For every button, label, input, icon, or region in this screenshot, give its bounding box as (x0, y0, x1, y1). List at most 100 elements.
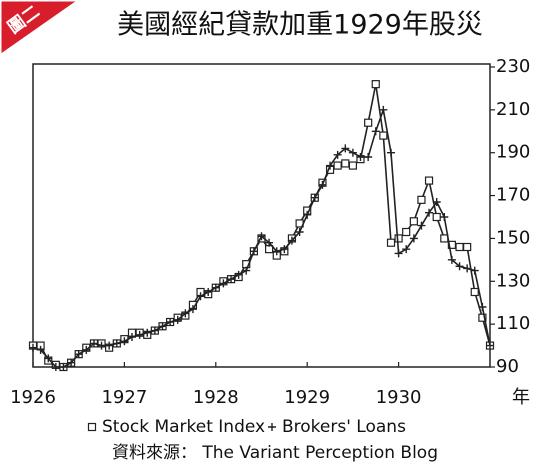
data-point (478, 303, 487, 311)
data-point (188, 305, 197, 314)
data-point (74, 350, 83, 359)
chart-title: 美國經紀貸款加重1929年股災 (117, 10, 483, 41)
data-point (242, 266, 251, 275)
data-point (326, 161, 335, 170)
x-tick-label: 1930 (376, 387, 422, 408)
data-point (478, 313, 487, 322)
data-point (470, 287, 479, 297)
source-note: 資料來源： The Variant Perception Blog (112, 443, 438, 463)
data-point (386, 238, 396, 247)
data-point (333, 150, 342, 159)
data-point (249, 247, 258, 256)
y-tick-label: 110 (496, 313, 530, 334)
data-point (409, 234, 418, 243)
data-point (356, 153, 365, 161)
data-point (272, 247, 281, 256)
y-tick-label: 150 (496, 227, 530, 248)
data-point (97, 341, 106, 350)
data-point (36, 345, 45, 354)
data-point (333, 161, 342, 170)
x-axis-label: 年 (512, 387, 530, 408)
data-point (364, 118, 373, 127)
x-tick-label: 1926 (10, 387, 56, 408)
data-point (59, 363, 68, 371)
legend-label: Stock Market Index (102, 417, 265, 437)
y-tick-label: 190 (496, 142, 530, 163)
data-point (432, 212, 441, 222)
data-point (341, 144, 350, 153)
data-point (303, 210, 312, 219)
data-point (394, 249, 403, 258)
data-point (150, 326, 159, 335)
y-tick-label: 130 (496, 270, 530, 291)
data-point (51, 363, 60, 371)
data-point (409, 217, 418, 226)
data-point (371, 127, 380, 136)
data-point (196, 292, 205, 301)
data-point (440, 213, 449, 221)
data-point (371, 80, 380, 89)
data-point (219, 279, 228, 288)
data-point (379, 131, 388, 140)
y-tick-label: 210 (496, 99, 530, 120)
data-point (234, 270, 243, 279)
data-point (402, 227, 411, 237)
data-point (424, 176, 434, 185)
data-point (318, 180, 327, 189)
data-point (204, 288, 213, 296)
legend-marker (268, 423, 276, 431)
legend-label: Brokers' Loans (282, 417, 406, 437)
data-point (447, 255, 456, 264)
data-point (29, 343, 37, 352)
data-point (402, 245, 411, 254)
data-point (310, 193, 319, 202)
data-point (257, 232, 266, 241)
data-point (265, 238, 274, 247)
data-point (82, 345, 91, 354)
data-point (280, 245, 289, 254)
data-point (394, 234, 403, 243)
data-point (348, 161, 357, 170)
data-point (120, 337, 129, 346)
legend-marker (87, 422, 97, 432)
data-point (348, 148, 357, 157)
y-tick-label: 170 (496, 185, 530, 206)
data-point (227, 275, 236, 284)
data-point (387, 148, 396, 157)
data-point (364, 153, 373, 161)
data-point (379, 105, 388, 114)
corner-badge (0, 0, 83, 58)
data-point (173, 315, 182, 324)
data-point (486, 341, 494, 350)
y-tick-label: 230 (496, 56, 530, 77)
data-point (295, 228, 304, 236)
data-point (425, 208, 434, 217)
data-point (135, 330, 144, 339)
data-point (455, 262, 464, 271)
data-point (44, 354, 53, 363)
data-point (89, 339, 98, 348)
data-point (143, 328, 152, 337)
data-point (166, 318, 175, 326)
plot-frame (32, 63, 491, 368)
data-point (287, 236, 296, 245)
data-point (432, 198, 441, 206)
y-tick-label: 90 (496, 356, 519, 377)
data-point (211, 283, 220, 292)
data-point (127, 333, 136, 341)
data-point (112, 339, 121, 348)
data-point (455, 242, 464, 252)
data-point (67, 358, 76, 367)
data-point (447, 240, 456, 249)
data-point (440, 234, 449, 243)
data-point (417, 221, 426, 230)
data-point (463, 242, 472, 252)
data-point (105, 341, 114, 350)
x-tick-label: 1928 (193, 387, 239, 408)
data-point (181, 309, 190, 318)
data-point (158, 322, 167, 331)
x-tick-label: 1929 (284, 387, 330, 408)
data-point (417, 195, 426, 204)
